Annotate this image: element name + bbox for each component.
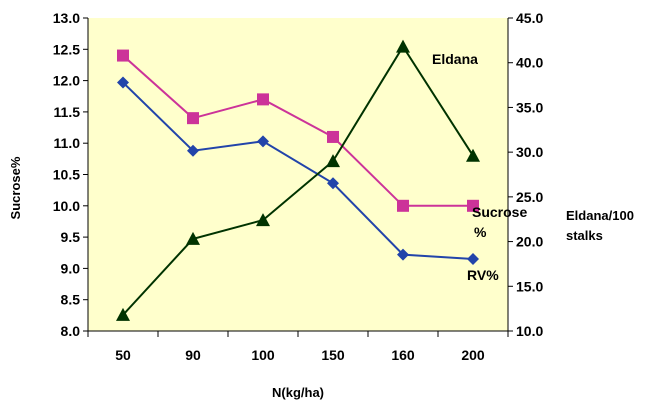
series-0-point-3: [327, 130, 339, 143]
series-1-point-3: [327, 177, 339, 190]
y-axis-title-left: Sucrose%: [8, 156, 23, 219]
y-right-tick-label: 25.0: [516, 189, 543, 205]
series-1-point-5: [467, 253, 479, 266]
y-right-tick-label: 45.0: [516, 10, 543, 26]
y-right-tick-label: 35.0: [516, 99, 543, 115]
x-tick-label: 50: [115, 347, 131, 363]
series-1-point-4: [397, 248, 409, 261]
series-2-point-5: [466, 148, 480, 162]
y-axis-title-right-line1: Eldana/100: [566, 208, 634, 223]
y-axis-title-right: Eldana/100 stalks: [566, 208, 638, 243]
y-left-tick-label: 9.5: [61, 229, 81, 245]
series-line-0: [122, 54, 473, 207]
plot-area: [88, 18, 508, 331]
x-tick-label: 150: [321, 347, 345, 363]
y-left-tick-label: 12.0: [53, 73, 80, 89]
y-left-tick-label: 10.5: [53, 167, 80, 183]
y-axis-title-right-line2: stalks: [566, 228, 603, 243]
series-2-point-2: [256, 213, 270, 227]
x-tick-label: 100: [251, 347, 275, 363]
y-left-tick-label: 13.0: [53, 10, 80, 26]
series-0-point-0: [117, 49, 129, 62]
y-right-tick-label: 20.0: [516, 234, 543, 250]
y-left-tick-label: 11.5: [54, 104, 81, 120]
x-tick-label: 160: [391, 347, 415, 363]
series-line-1: [122, 81, 474, 261]
y-left-tick-label: 10.0: [53, 198, 80, 214]
x-tick-label: 90: [185, 347, 201, 363]
series-0-point-1: [187, 112, 199, 125]
series-label-2: Eldana: [432, 51, 478, 67]
y-right-tick-label: 30.0: [516, 144, 543, 160]
y-left-tick-label: 9.0: [61, 260, 81, 276]
series-label-1: RV%: [467, 267, 499, 283]
series-line-2: [122, 44, 474, 316]
x-tick-label: 200: [461, 347, 485, 363]
y-right-tick-label: 15.0: [516, 278, 543, 294]
series-0-point-2: [257, 93, 269, 106]
series-0-point-4: [397, 199, 409, 212]
series-1-point-2: [257, 135, 269, 148]
series-1-point-1: [187, 144, 199, 157]
y-right-tick-label: 10.0: [516, 323, 543, 339]
y-right-tick-label: 40.0: [516, 55, 543, 71]
y-left-tick-label: 8.5: [61, 292, 81, 308]
y-left-tick-label: 11.0: [54, 135, 81, 151]
series-2-point-1: [186, 231, 200, 245]
series-1-point-0: [117, 76, 129, 89]
series-2-point-4: [396, 39, 410, 53]
y-left-tick-label: 12.5: [53, 41, 80, 57]
y-left-tick-label: 8.0: [61, 323, 81, 339]
series-2-point-0: [116, 307, 130, 321]
series-2-point-3: [326, 154, 340, 168]
series-label-0: Sucrose: [472, 204, 527, 220]
series-label-0: %: [474, 224, 487, 240]
series-0-point-5: [467, 199, 479, 212]
x-axis-title: N(kg/ha): [272, 385, 324, 400]
